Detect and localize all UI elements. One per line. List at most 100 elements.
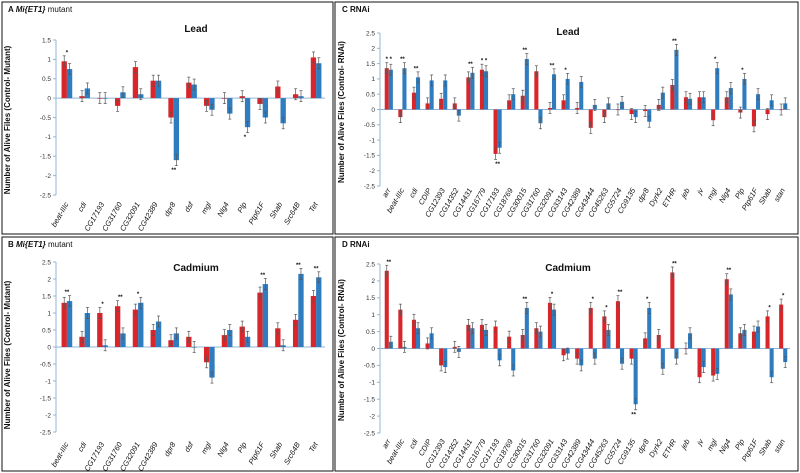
significance-marker: ** bbox=[726, 268, 731, 274]
y-tick-label: 0.5 bbox=[366, 329, 375, 336]
significance-marker: * bbox=[564, 68, 567, 74]
significance-marker: * bbox=[551, 292, 554, 298]
bar-red bbox=[765, 316, 770, 349]
category-label: jeb bbox=[678, 438, 691, 452]
bar-blue bbox=[715, 348, 720, 374]
y-axis-label: Number of Alive Files (Control- Mutant) bbox=[3, 45, 12, 194]
bar-red bbox=[221, 335, 228, 347]
category-label: jeb bbox=[678, 187, 691, 201]
bar-red bbox=[588, 307, 593, 349]
category-label: Tet bbox=[307, 200, 320, 214]
bar-blue bbox=[647, 307, 652, 349]
panel-a: A Mi{ET1} mutant Lead Number of Alive File… bbox=[1, 1, 334, 235]
bar-blue bbox=[660, 92, 665, 110]
category-label: Nlg4 bbox=[215, 441, 231, 459]
panel-d: D RNAi Cadmium Number of Alive Files (Cont… bbox=[334, 236, 799, 472]
bar-red bbox=[711, 348, 716, 376]
bar-blue bbox=[511, 94, 516, 110]
y-tick-label: -1.5 bbox=[40, 154, 52, 161]
bar-blue bbox=[497, 109, 502, 148]
significance-marker: ** bbox=[672, 39, 677, 45]
bar-blue bbox=[173, 98, 180, 161]
bar-red bbox=[97, 313, 103, 347]
significance-marker: * bbox=[782, 294, 785, 300]
y-tick-label: 2 bbox=[371, 278, 375, 285]
y-tick-label: -0.5 bbox=[364, 122, 376, 129]
bar-blue bbox=[66, 301, 73, 347]
category-label: Shab bbox=[757, 438, 774, 458]
bar-blue bbox=[674, 49, 679, 110]
bar-red bbox=[724, 97, 729, 110]
bar-red bbox=[697, 348, 702, 378]
y-tick-label: 0.5 bbox=[42, 327, 51, 334]
significance-marker: ** bbox=[618, 290, 623, 296]
bar-red bbox=[602, 316, 607, 349]
category-label: ETHR bbox=[660, 186, 678, 209]
category-label: Plp bbox=[235, 201, 248, 215]
panel-c: C RNAi Lead Number of Alive Files (Control… bbox=[334, 1, 799, 235]
bar-blue bbox=[742, 78, 747, 110]
bar-red bbox=[588, 109, 593, 128]
significance-marker: ** bbox=[171, 168, 176, 174]
bar-red bbox=[479, 69, 484, 110]
significance-marker: * bbox=[244, 135, 247, 141]
bar-blue bbox=[316, 63, 322, 99]
bar-blue bbox=[756, 326, 761, 349]
significance-marker: ** bbox=[260, 273, 265, 279]
y-tick-label: 1.5 bbox=[366, 61, 375, 68]
bar-blue bbox=[470, 328, 475, 349]
bar-blue bbox=[416, 328, 421, 349]
bar-red bbox=[697, 97, 702, 110]
y-tick-label: -2 bbox=[45, 173, 51, 180]
bar-blue bbox=[715, 68, 720, 110]
y-tick-label: -2.5 bbox=[40, 429, 52, 436]
significance-marker: ** bbox=[550, 63, 555, 69]
bar-blue bbox=[484, 329, 489, 349]
bar-red bbox=[310, 296, 317, 347]
bar-blue bbox=[429, 80, 434, 110]
category-label: cdi bbox=[76, 440, 89, 453]
y-tick-label: 0 bbox=[371, 107, 375, 114]
bar-blue bbox=[443, 348, 448, 368]
bar-red bbox=[534, 71, 539, 110]
significance-marker: ** bbox=[414, 66, 419, 72]
y-tick-label: 2.5 bbox=[42, 259, 51, 266]
bar-blue bbox=[538, 109, 543, 124]
category-label: mgl bbox=[199, 200, 213, 215]
y-tick-label: -1 bbox=[369, 137, 375, 144]
y-tick-label: -2 bbox=[369, 168, 375, 175]
significance-marker: ** bbox=[468, 62, 473, 68]
category-label: Plp bbox=[235, 441, 248, 455]
significance-marker: ** bbox=[296, 263, 301, 269]
bar-blue bbox=[756, 94, 761, 110]
bar-red bbox=[132, 309, 139, 347]
bar-red bbox=[751, 109, 756, 127]
bar-blue bbox=[579, 348, 584, 366]
y-tick-label: 0 bbox=[47, 344, 51, 351]
y-tick-label: -0.5 bbox=[40, 361, 52, 368]
panel-label-main: RNAi bbox=[350, 240, 370, 249]
bar-blue bbox=[647, 109, 652, 122]
bar-red bbox=[186, 82, 192, 99]
bar-blue bbox=[728, 294, 733, 349]
category-label: dpr8 bbox=[162, 440, 178, 458]
category-label: cdi bbox=[407, 437, 420, 450]
y-tick-label: -1 bbox=[45, 134, 51, 141]
bar-blue bbox=[497, 348, 502, 361]
bar-blue bbox=[633, 348, 638, 405]
bar-blue bbox=[191, 84, 197, 99]
bar-blue bbox=[429, 333, 434, 349]
significance-marker: * * bbox=[481, 59, 488, 65]
y-tick-label: 0 bbox=[371, 346, 375, 353]
category-label: mgl bbox=[199, 440, 213, 455]
significance-marker: ** bbox=[118, 295, 123, 301]
y-tick-label: -1.5 bbox=[40, 395, 52, 402]
y-tick-label: 1 bbox=[371, 312, 375, 319]
bar-red bbox=[656, 334, 661, 349]
y-tick-label: -0.5 bbox=[40, 115, 52, 122]
bar-blue bbox=[524, 59, 529, 110]
chart-title: Cadmium bbox=[545, 263, 591, 274]
chart-title: Lead bbox=[556, 27, 579, 38]
